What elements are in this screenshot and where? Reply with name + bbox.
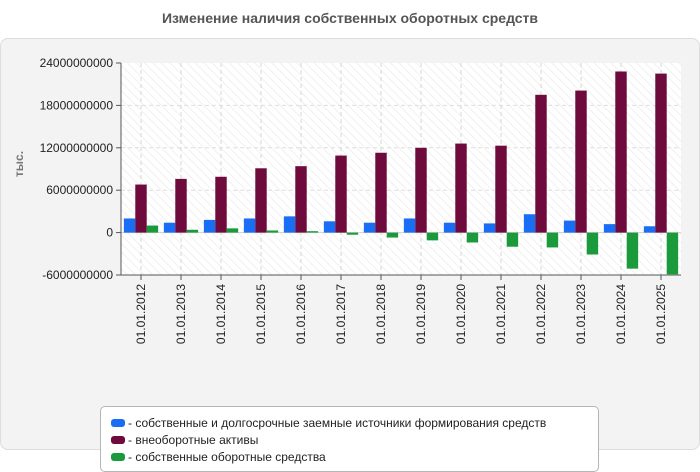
legend-item: - собственные и долгосрочные заемные ист… (111, 414, 588, 431)
legend-swatch (111, 452, 125, 461)
x-tick-label: 01.01.2016 (294, 284, 308, 344)
bar (466, 232, 479, 243)
bar (575, 90, 587, 233)
bar (375, 152, 387, 233)
bar (546, 232, 559, 248)
legend-label: - собственные оборотные средства (128, 449, 326, 464)
x-tick-label: 01.01.2019 (414, 284, 428, 344)
x-tick-label: 01.01.2014 (214, 284, 228, 344)
y-tick-label: 0 (106, 226, 113, 240)
legend-label: - собственные и долгосрочные заемные ист… (128, 415, 547, 430)
bar (283, 216, 296, 233)
bar (123, 218, 136, 233)
bar (455, 143, 467, 233)
bar (135, 184, 147, 233)
x-tick-label: 01.01.2021 (494, 284, 508, 344)
y-axis-label: тыс. (12, 151, 26, 177)
x-tick-label: 01.01.2024 (614, 284, 628, 344)
bar (295, 166, 307, 233)
bar (655, 73, 667, 233)
x-tick-label: 01.01.2025 (654, 284, 668, 344)
x-tick-label: 01.01.2013 (174, 284, 188, 344)
chart-title: Изменение наличия собственных оборотных … (161, 10, 539, 26)
bar (443, 222, 456, 233)
bar-chart: -6000000000 0 6000000000 12000000000 1800000… (12, 56, 681, 344)
bar (306, 231, 319, 233)
bar (175, 178, 187, 233)
bar (603, 224, 616, 233)
bar (226, 228, 239, 233)
legend-item: - внеоборотные активы (111, 431, 588, 448)
bar (426, 232, 439, 241)
legend-swatch (111, 435, 125, 444)
y-tick-label: 12000000000 (40, 141, 114, 155)
x-tick-label: 01.01.2015 (254, 284, 268, 344)
bar (146, 225, 159, 233)
bar (186, 229, 199, 233)
legend-swatch (111, 418, 125, 427)
bar (215, 176, 227, 233)
bar (346, 232, 359, 235)
bar (203, 219, 216, 233)
bar (506, 232, 519, 247)
bar (523, 214, 536, 233)
y-tick-label: 24000000000 (40, 56, 114, 70)
bar (643, 226, 656, 233)
bar (335, 155, 347, 233)
bar (415, 147, 427, 233)
bar (666, 232, 679, 275)
bar (403, 218, 416, 233)
legend-item: - собственные оборотные средства (111, 448, 588, 465)
x-tick-label: 01.01.2023 (574, 284, 588, 344)
bar (483, 223, 496, 233)
x-tick-label: 01.01.2018 (374, 284, 388, 344)
x-tick-label: 01.01.2017 (334, 284, 348, 344)
bar (626, 232, 639, 269)
bar (323, 221, 336, 233)
bar (243, 218, 256, 233)
bar (586, 232, 599, 255)
y-tick-label: 6000000000 (46, 183, 113, 197)
bar (255, 168, 267, 233)
bar (535, 94, 547, 233)
x-tick-label: 01.01.2020 (454, 284, 468, 344)
x-tick-label: 01.01.2012 (134, 284, 148, 344)
bar (563, 220, 576, 233)
bar (495, 145, 507, 233)
bar (163, 222, 176, 233)
bar (386, 232, 399, 238)
bar (363, 222, 376, 233)
chart-panel: -6000000000 0 6000000000 12000000000 1800000… (0, 38, 700, 472)
bar (266, 230, 279, 233)
chart-legend: - собственные и долгосрочные заемные ист… (100, 406, 599, 472)
bar (615, 71, 627, 233)
legend-label: - внеоборотные активы (128, 432, 259, 447)
y-tick-label: 18000000000 (40, 98, 114, 112)
y-tick-label: -6000000000 (42, 268, 113, 282)
x-tick-label: 01.01.2022 (534, 284, 548, 344)
